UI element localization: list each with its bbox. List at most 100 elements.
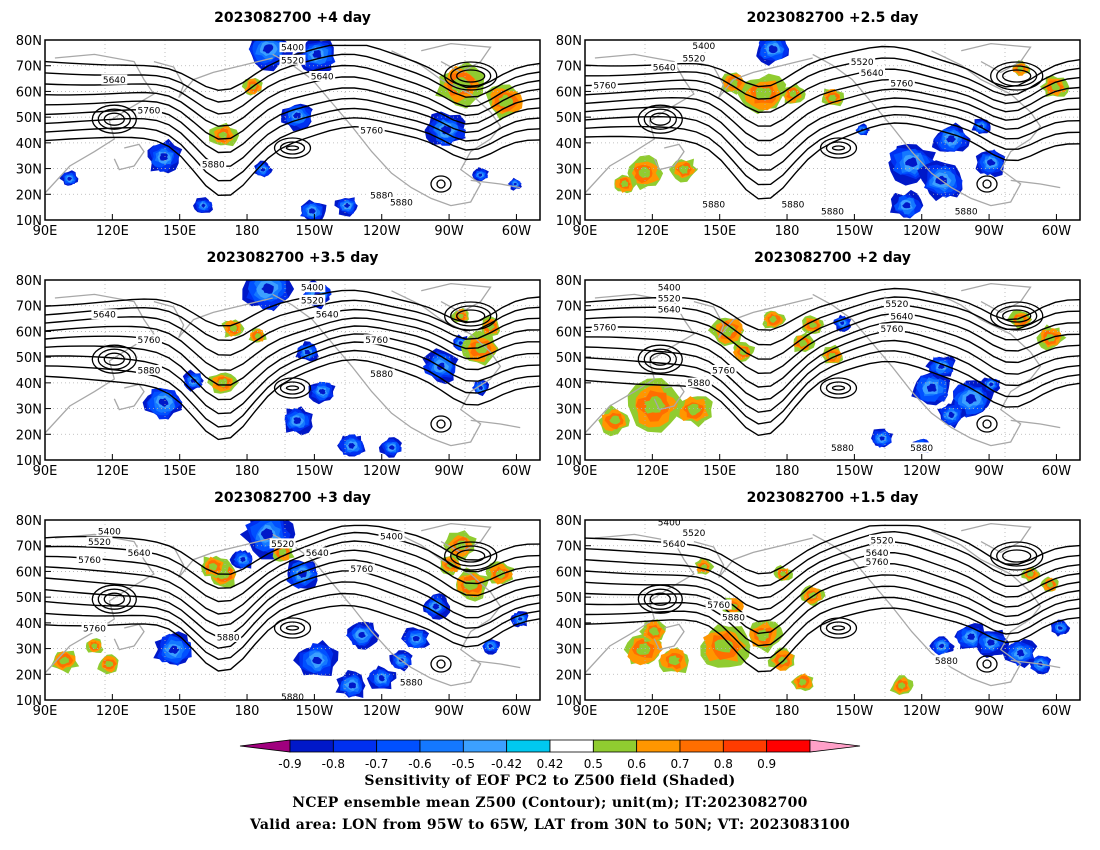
z500-closed-contour: [649, 352, 671, 366]
colorbar-tick-label: 0.5: [584, 757, 603, 771]
z500-closed-contour: [982, 179, 992, 189]
contour-label: 5400: [301, 284, 324, 294]
lon-tick-label: 180: [775, 704, 800, 719]
panel-frame: [44, 519, 541, 701]
contour-label: 5880: [687, 379, 710, 389]
z500-contour: [45, 592, 540, 661]
contour-label: 5760: [365, 336, 388, 346]
negative-sensitivity-area: [890, 189, 924, 219]
coastline: [1010, 419, 1061, 429]
coastline: [470, 659, 521, 669]
lon-tick-label: 150W: [296, 224, 334, 239]
lon-tick-label: 60W: [502, 224, 532, 239]
coastline: [653, 623, 685, 651]
lon-tick-label: 90W: [974, 464, 1004, 479]
coastline: [812, 530, 1042, 687]
contour-label: 5760: [866, 558, 889, 568]
lon-tick-label: 60W: [502, 704, 532, 719]
z500-closed-contour: [976, 415, 998, 433]
z500-contour: [585, 78, 1080, 127]
z500-contour: [45, 559, 540, 627]
lon-tick-label: 150W: [296, 704, 334, 719]
negative-sensitivity-area: [1050, 619, 1071, 637]
z500-contour: [45, 64, 540, 115]
lat-tick-label: 80N: [16, 274, 42, 289]
z500-contour: [585, 97, 1080, 156]
panel-title: 2023082700 +2 day: [754, 250, 911, 266]
z500-closed-contour: [456, 309, 486, 323]
z500-closed-contour: [285, 625, 300, 631]
lat-tick-label: 20N: [16, 668, 42, 683]
contour-label: 5880: [821, 208, 844, 218]
lat-tick-label: 30N: [556, 643, 582, 658]
lat-tick-label: 30N: [16, 403, 42, 418]
lon-tick-label: 120W: [903, 464, 941, 479]
contour-label: 5760: [137, 107, 160, 117]
colorbar-tick-label: -0.8: [322, 757, 345, 771]
z500-contour: [45, 53, 540, 103]
z500-closed-contour: [831, 145, 846, 151]
coastline: [693, 57, 813, 99]
contour-label: 5640: [311, 73, 334, 83]
lon-tick-label: 120E: [96, 464, 129, 479]
z500-closed-contour: [444, 301, 498, 331]
lat-tick-label: 50N: [556, 351, 582, 366]
caption-line-1: Sensitivity of EOF PC2 to Z500 field (Sh…: [364, 773, 736, 789]
positive-sensitivity-area: [614, 174, 637, 194]
colorbar-box: [766, 739, 811, 753]
negative-sensitivity-area: [954, 623, 987, 650]
lat-tick-label: 10N: [16, 454, 42, 469]
contour-label: 5760: [360, 127, 383, 137]
map-panel: 5400552056405760552056405760576058805880…: [556, 250, 1081, 479]
panel-content: 5400 5520 5640 5640 5760 5760 5880 5880: [45, 280, 540, 460]
colorbar-tick-label: 0.9: [757, 757, 776, 771]
lon-tick-label: 60W: [1042, 464, 1072, 479]
coastline: [1010, 659, 1061, 669]
panel-frame: [584, 519, 1081, 701]
z500-contour: [585, 330, 1080, 401]
lon-tick-label: 90E: [573, 464, 598, 479]
contour-label: 5760: [350, 565, 373, 575]
contour-label: 5880: [281, 693, 304, 703]
z500-closed-contour: [285, 385, 300, 391]
z500-contour: [585, 312, 1080, 375]
lat-tick-label: 50N: [556, 111, 582, 126]
z500-closed-contour: [637, 584, 683, 614]
z500-closed-contour: [91, 104, 137, 134]
panel-frame: [584, 39, 1081, 221]
contour-label: 5640: [890, 313, 913, 323]
positive-sensitivity-area: [639, 619, 667, 643]
lon-tick-label: 180: [235, 464, 260, 479]
z500-closed-contour: [976, 175, 998, 193]
negative-sensitivity-area: [254, 160, 273, 178]
z500-contour: [45, 549, 540, 615]
coastline: [585, 533, 695, 674]
lat-tick-label: 40N: [16, 137, 42, 152]
z500-closed-contour: [279, 621, 306, 635]
z500-closed-contour: [825, 141, 852, 155]
positive-sensitivity-area: [889, 675, 914, 695]
z500-closed-contour: [1002, 69, 1032, 83]
contour-label: 5760: [880, 325, 903, 335]
z500-closed-contour: [819, 377, 858, 399]
lon-tick-label: 120W: [903, 704, 941, 719]
lat-tick-label: 50N: [556, 591, 582, 606]
contour-label: 5880: [781, 200, 804, 210]
negative-sensitivity-area: [59, 170, 79, 186]
colorbar-tick-label: 0.42: [537, 757, 564, 771]
coastline: [113, 383, 145, 411]
lat-tick-label: 70N: [556, 300, 582, 315]
z500-contour: [45, 604, 540, 672]
lat-tick-label: 50N: [16, 591, 42, 606]
lat-tick-label: 70N: [16, 540, 42, 555]
negative-sensitivity-area: [308, 381, 336, 405]
lat-tick-label: 70N: [556, 540, 582, 555]
lon-tick-label: 60W: [1042, 704, 1072, 719]
contour-label: 5640: [306, 549, 329, 559]
colorbar-box: [462, 739, 508, 753]
lat-tick-label: 70N: [16, 300, 42, 315]
z500-closed-contour: [996, 545, 1038, 567]
negative-sensitivity-area: [756, 40, 789, 66]
